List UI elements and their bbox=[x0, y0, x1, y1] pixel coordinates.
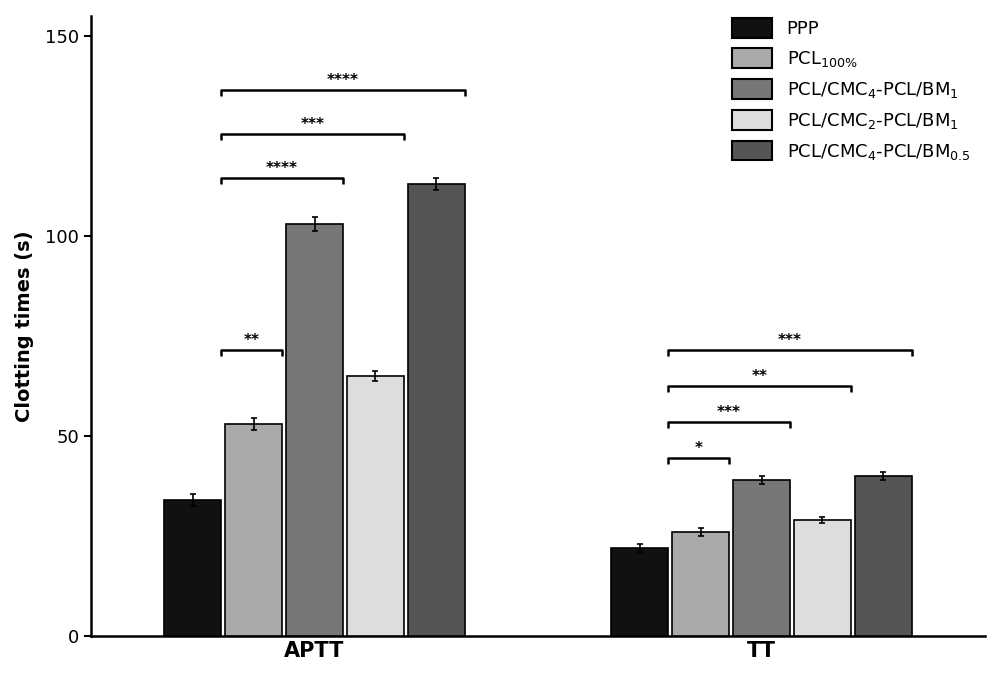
Bar bbox=[855, 476, 912, 636]
Legend: PPP, PCL$_{100\%}$, PCL/CMC$_4$-PCL/BM$_1$, PCL/CMC$_2$-PCL/BM$_1$, PCL/CMC$_4$-: PPP, PCL$_{100\%}$, PCL/CMC$_4$-PCL/BM$_… bbox=[727, 13, 976, 167]
Bar bbox=[611, 548, 668, 636]
Bar bbox=[733, 480, 790, 636]
Text: ****: **** bbox=[266, 162, 298, 176]
Bar bbox=[408, 185, 465, 636]
Text: **: ** bbox=[751, 369, 767, 384]
Bar bbox=[164, 500, 221, 636]
Text: ***: *** bbox=[717, 405, 741, 420]
Bar bbox=[794, 521, 851, 636]
Text: **: ** bbox=[244, 333, 260, 348]
Text: *: * bbox=[695, 441, 703, 456]
Text: ***: *** bbox=[300, 118, 324, 132]
Text: ***: *** bbox=[778, 333, 802, 348]
Bar bbox=[347, 377, 404, 636]
Bar bbox=[225, 425, 282, 636]
Bar bbox=[286, 224, 343, 636]
Bar bbox=[672, 532, 729, 636]
Y-axis label: Clotting times (s): Clotting times (s) bbox=[15, 231, 34, 422]
Text: ****: **** bbox=[327, 74, 359, 89]
